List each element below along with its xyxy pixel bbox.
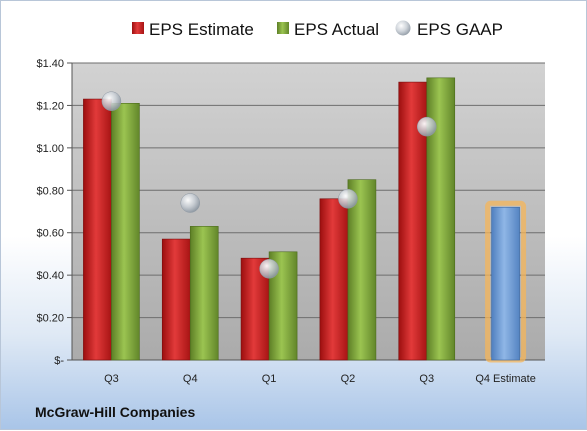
legend-swatch-actual: [277, 22, 289, 34]
legend-label-actual: EPS Actual: [294, 20, 379, 39]
x-tick-label: Q1: [262, 373, 277, 385]
bar-eps-actual: [189, 226, 219, 361]
gaap-markers: [101, 91, 437, 279]
bar-eps-estimate: [319, 198, 349, 361]
y-tick-label: $-: [54, 355, 64, 367]
marker-eps-gaap: [259, 259, 279, 279]
y-axis-tick-labels: $- $0.20 $0.40 $0.60 $0.80 $1.00 $1.20 $1.40: [36, 58, 64, 367]
marker-eps-gaap: [180, 193, 200, 213]
legend-swatch-estimate: [132, 22, 144, 34]
bar-eps-estimate: [83, 98, 112, 361]
bar-eps-estimate: [161, 238, 191, 361]
legend-swatch-gaap: [395, 20, 411, 36]
bar-eps-actual: [347, 179, 377, 361]
x-axis-tick-labels: Q3 Q4 Q1 Q2 Q3 Q4 Estimate: [104, 373, 536, 385]
company-label: McGraw-Hill Companies: [35, 404, 195, 420]
marker-eps-gaap: [338, 189, 358, 209]
y-tick-label: $1.00: [36, 143, 64, 155]
x-tick-label: Q4: [183, 373, 198, 385]
legend-label-estimate: EPS Estimate: [149, 20, 254, 39]
x-tick-label: Q4 Estimate: [475, 373, 536, 385]
legend: EPS Estimate EPS Actual EPS GAAP: [132, 20, 503, 39]
x-tick-label: Q2: [341, 373, 356, 385]
marker-eps-gaap: [101, 91, 122, 111]
plot-area: [72, 63, 545, 360]
y-tick-label: $0.80: [36, 185, 64, 197]
marker-eps-gaap: [417, 116, 437, 137]
y-tick-label: $0.40: [36, 270, 64, 282]
legend-label-gaap: EPS GAAP: [417, 20, 503, 39]
grid-lines: [67, 62, 545, 361]
y-tick-label: $1.40: [36, 58, 64, 70]
x-tick-label: Q3: [419, 373, 434, 385]
y-tick-label: $0.60: [36, 228, 64, 240]
bar-eps-actual: [111, 103, 140, 361]
y-tick-label: $0.20: [36, 313, 64, 325]
x-tick-label: Q3: [104, 373, 119, 385]
bar-q4-estimate: [491, 206, 520, 361]
y-tick-label: $1.20: [36, 100, 64, 112]
